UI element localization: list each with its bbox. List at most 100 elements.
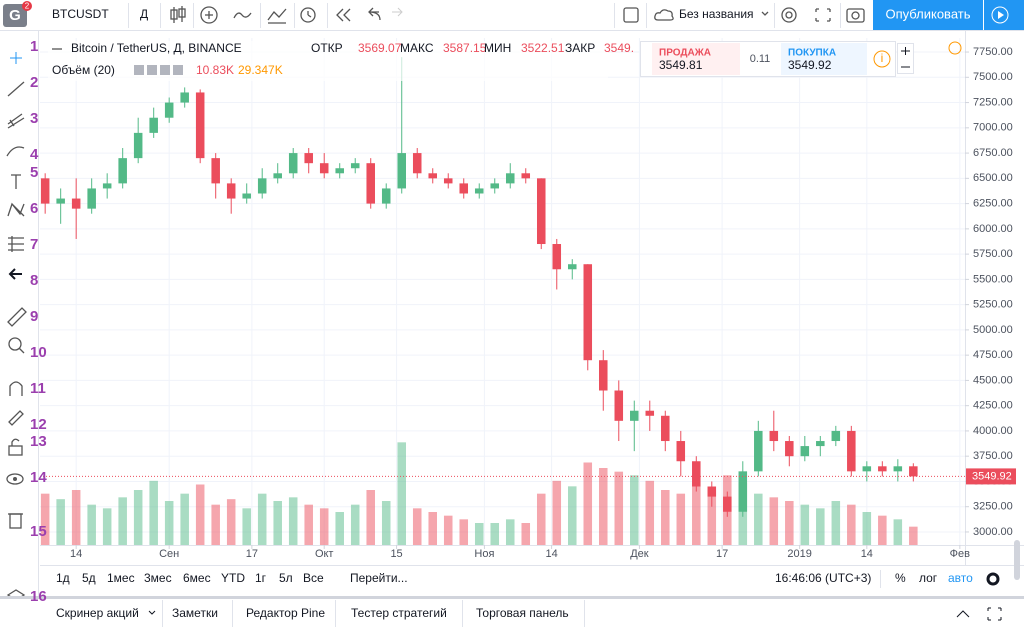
log-toggle[interactable]: лог	[919, 571, 938, 585]
candle-body	[738, 471, 748, 512]
y-tick-label: 3000.00	[973, 526, 1013, 538]
timeframe-button[interactable]: 1мес	[107, 571, 135, 585]
volume-bar	[707, 490, 717, 545]
high-label: МАКС	[400, 41, 434, 55]
candle-body	[505, 173, 515, 184]
candle-body	[583, 264, 593, 361]
left-toolbar-icons[interactable]	[6, 52, 27, 605]
scrollbar[interactable]	[1014, 540, 1020, 580]
candle-body	[71, 198, 81, 209]
alert-icon[interactable]	[300, 7, 316, 23]
warning-icon[interactable]	[948, 41, 962, 55]
volume-bar	[443, 515, 453, 545]
candle-body	[754, 430, 763, 472]
candle-body	[707, 486, 717, 497]
timeframe-button[interactable]: Все	[303, 571, 324, 585]
screener-menu-arrow[interactable]	[148, 610, 156, 615]
chart-settings-icon[interactable]	[986, 572, 1000, 586]
volume-bar	[118, 497, 127, 545]
study-buttons[interactable]	[134, 65, 183, 75]
layout-name[interactable]: Без названия	[679, 7, 754, 21]
candle-body	[226, 183, 236, 199]
plot-area	[40, 38, 965, 545]
maximize-panel[interactable]	[987, 607, 1002, 621]
layout-menu-arrow[interactable]	[761, 11, 769, 16]
logo[interactable]	[3, 4, 27, 27]
timeframe-button[interactable]: 5л	[279, 571, 293, 585]
timeframe-button[interactable]: 5д	[82, 571, 96, 585]
chart-type-icon[interactable]	[170, 6, 186, 23]
candle-body	[862, 466, 872, 472]
volume-bar	[661, 490, 670, 545]
auto-toggle[interactable]: авто	[948, 571, 973, 585]
bottom-tab[interactable]: Тестер стратегий	[351, 606, 447, 620]
buy-button[interactable]	[781, 43, 867, 75]
candle-body	[769, 430, 779, 442]
timeframe-button[interactable]: 6мес	[183, 571, 211, 585]
bottom-tab[interactable]: Заметки	[172, 606, 218, 620]
volume-bar	[847, 504, 856, 545]
expand-icon[interactable]	[815, 8, 831, 22]
volume-bar	[831, 501, 841, 545]
tool-number: 11	[30, 380, 46, 397]
bottom-panel	[0, 598, 1024, 627]
volume-bar	[71, 490, 81, 545]
open-label: ОТКР	[311, 41, 343, 55]
volume-bar	[505, 519, 515, 545]
replay-icon[interactable]	[336, 8, 351, 22]
snapshot-icon[interactable]	[846, 8, 865, 23]
volume-bar	[599, 468, 608, 545]
volume-label: Объём (20)	[52, 63, 115, 77]
volume-bar	[552, 480, 562, 545]
sell-button[interactable]	[652, 43, 740, 75]
bottom-tab[interactable]: Редактор Pine	[246, 606, 325, 620]
candle-body	[552, 244, 562, 270]
volume-bar	[304, 504, 313, 545]
close-label: ЗАКР	[565, 41, 595, 55]
volume-bar	[412, 508, 422, 545]
timeframe-button[interactable]: 3мес	[144, 571, 172, 585]
bottom-tab[interactable]: Скринер акций	[56, 606, 139, 620]
x-tick-label: 17	[246, 548, 258, 560]
candle-body	[800, 446, 810, 457]
buy-price: 3549.92	[788, 58, 832, 72]
tool-number: 15	[30, 523, 47, 540]
info-icon[interactable]	[873, 50, 891, 68]
fullscreen-toggle[interactable]	[623, 7, 639, 23]
x-tick-label: Фев	[950, 548, 970, 560]
volume-bar	[133, 490, 143, 545]
redo-icon[interactable]	[392, 7, 403, 17]
cloud-icon	[654, 9, 674, 21]
tool-number: 3	[30, 110, 38, 127]
indicators-icon[interactable]	[233, 12, 252, 19]
volume-bar	[273, 501, 282, 545]
candle-body	[273, 173, 282, 179]
interval[interactable]: Д	[140, 7, 148, 21]
low-value: 3522.51	[521, 41, 565, 55]
x-tick-label: 2019	[787, 548, 811, 560]
candle-body	[335, 168, 344, 174]
templates-icon[interactable]	[267, 8, 287, 24]
publish-label: Опубликовать	[885, 6, 970, 21]
candle-body	[180, 92, 189, 103]
volume-bar	[350, 504, 360, 545]
candle-body	[630, 410, 639, 421]
candle-body	[599, 360, 608, 391]
x-tick-label: 14	[70, 548, 82, 560]
candle-body	[676, 441, 686, 462]
settings-icon[interactable]	[781, 7, 797, 23]
undo-icon[interactable]	[368, 7, 381, 21]
low-label: МИН	[484, 41, 511, 55]
timeframe-button[interactable]: YTD	[221, 571, 245, 585]
publish-button[interactable]	[873, 0, 983, 30]
volume-bar	[645, 480, 655, 545]
compare-icon[interactable]	[200, 6, 218, 24]
clock: 16:46:06 (UTC+3)	[775, 571, 871, 585]
timeframe-button[interactable]: Перейти...	[350, 571, 408, 585]
percent-toggle[interactable]: %	[895, 571, 906, 585]
timeframe-button[interactable]: 1г	[255, 571, 267, 585]
bottom-tab[interactable]: Торговая панель	[476, 606, 569, 620]
symbol[interactable]: BTCUSDT	[52, 7, 109, 21]
timeframe-button[interactable]: 1д	[56, 571, 70, 585]
collapse-panel[interactable]	[956, 610, 970, 618]
